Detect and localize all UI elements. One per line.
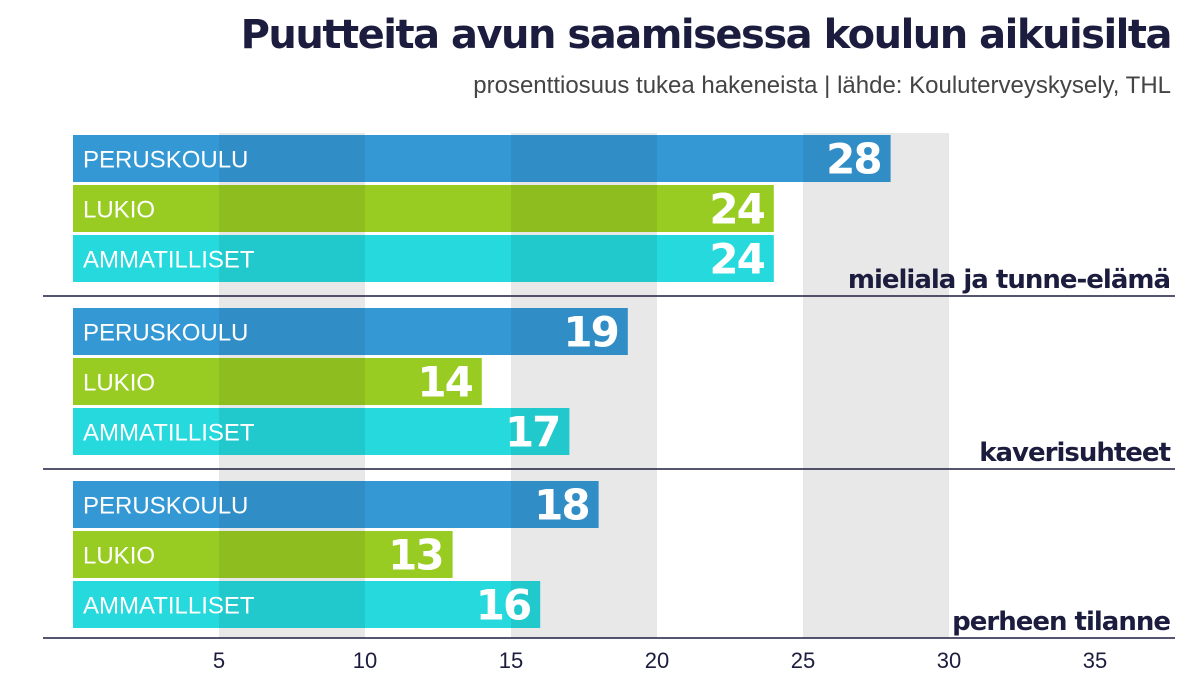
- bar-value-label: 19: [563, 308, 617, 357]
- bar-value-label: 17: [505, 408, 559, 457]
- bar-category-label: LUKIO: [83, 197, 155, 224]
- group-label: mieliala ja tunne-elämä: [848, 265, 1170, 295]
- bar-stripe: [511, 581, 541, 628]
- bar-stripe: [219, 481, 365, 528]
- bar-ammatilliset-1: [73, 235, 774, 282]
- bar-stripe: [803, 135, 891, 182]
- bar-stripe: [511, 308, 628, 355]
- bar-value-label: 16: [476, 581, 530, 630]
- x-tick-label: 10: [353, 648, 377, 673]
- bar-stripe: [511, 235, 657, 282]
- bar-category-label: LUKIO: [83, 543, 155, 570]
- bar-category-label: PERUSKOULU: [83, 320, 248, 347]
- bar-stripe: [511, 135, 657, 182]
- bar-category-label: PERUSKOULU: [83, 493, 248, 520]
- x-tick-label: 15: [499, 648, 523, 673]
- bar-value-label: 13: [388, 531, 442, 580]
- bar-category-label: AMMATILLISET: [83, 247, 255, 274]
- bar-lukio-3: [73, 531, 453, 578]
- chart-title: Puutteita avun saamisessa koulun aikuisi…: [240, 12, 1173, 58]
- group-label: perheen tilanne: [952, 607, 1170, 637]
- bar-value-label: 28: [826, 135, 880, 184]
- bar-value-label: 14: [417, 358, 472, 407]
- bar-lukio-1: [73, 185, 774, 232]
- bar-stripe: [219, 408, 365, 455]
- bar-stripe: [219, 308, 365, 355]
- bar-peruskoulu-2: [73, 308, 628, 355]
- chart-subtitle: prosenttiosuus tukea hakeneista | lähde:…: [473, 72, 1171, 99]
- bar-ammatilliset-2: [73, 408, 570, 455]
- bar-category-label: AMMATILLISET: [83, 420, 255, 447]
- bar-stripe: [511, 481, 599, 528]
- x-tick-label: 5: [213, 648, 225, 673]
- group-label: kaverisuhteet: [979, 438, 1170, 468]
- bar-stripe: [219, 135, 365, 182]
- bar-category-label: LUKIO: [83, 370, 155, 397]
- bar-value-label: 18: [534, 481, 588, 530]
- bar-stripe: [219, 185, 365, 232]
- bar-stripe: [219, 235, 365, 282]
- bar-value-label: 24: [709, 235, 764, 284]
- bar-stripe: [219, 358, 365, 405]
- bar-lukio-2: [73, 358, 482, 405]
- grid-band: [803, 133, 949, 638]
- bar-value-label: 24: [709, 185, 764, 234]
- bar-ammatilliset-3: [73, 581, 541, 628]
- bar-peruskoulu-1: [73, 135, 891, 182]
- bar-stripe: [511, 408, 570, 455]
- x-tick-label: 25: [791, 648, 815, 673]
- x-tick-label: 30: [937, 648, 961, 673]
- bar-stripe: [511, 185, 657, 232]
- bar-category-label: AMMATILLISET: [83, 593, 255, 620]
- bar-stripe: [219, 581, 365, 628]
- x-tick-label: 20: [645, 648, 669, 673]
- x-tick-label: 35: [1083, 648, 1107, 673]
- bar-peruskoulu-3: [73, 481, 599, 528]
- bar-category-label: PERUSKOULU: [83, 147, 248, 174]
- bar-stripe: [219, 531, 365, 578]
